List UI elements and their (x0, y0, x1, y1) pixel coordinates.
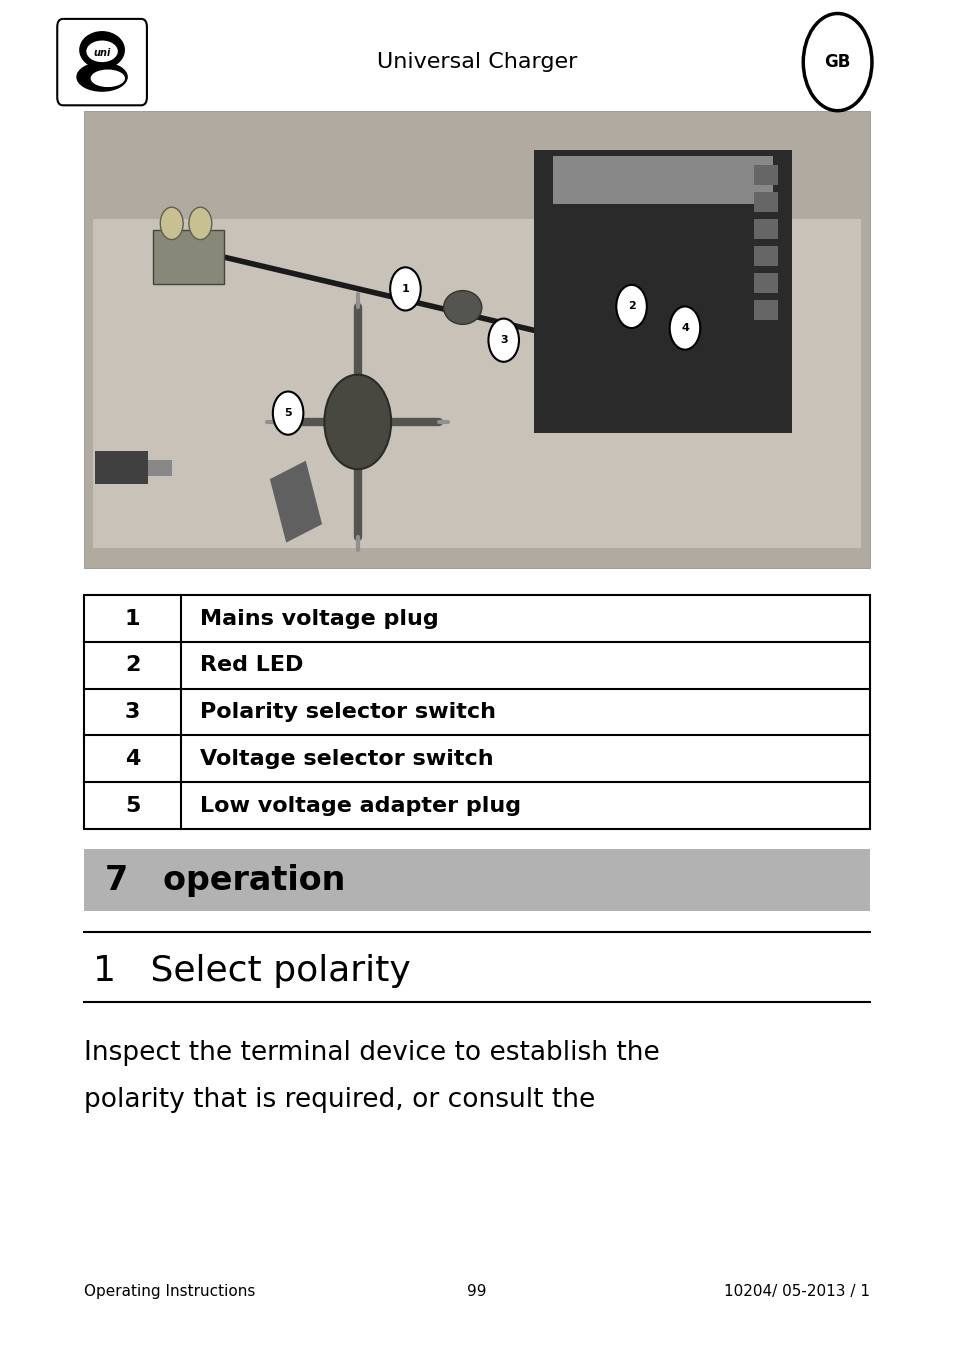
Bar (753, 219, 777, 239)
Bar (753, 165, 777, 185)
Circle shape (669, 306, 700, 350)
Text: uni: uni (93, 47, 111, 58)
Text: Operating Instructions: Operating Instructions (84, 1284, 255, 1300)
Text: 3: 3 (125, 702, 140, 722)
FancyBboxPatch shape (57, 19, 147, 105)
Circle shape (488, 319, 518, 362)
Text: 2: 2 (627, 301, 635, 312)
Bar (95, 451, 148, 483)
Ellipse shape (76, 62, 128, 92)
Text: Voltage selector switch: Voltage selector switch (200, 749, 494, 770)
Circle shape (616, 285, 646, 328)
Text: 1: 1 (401, 284, 409, 294)
Text: 2: 2 (125, 655, 140, 675)
Text: polarity that is required, or consult the: polarity that is required, or consult th… (84, 1087, 595, 1114)
Circle shape (189, 207, 212, 239)
Ellipse shape (79, 31, 125, 69)
Circle shape (390, 267, 420, 310)
Text: 1   Select polarity: 1 Select polarity (93, 953, 411, 988)
Text: 1: 1 (125, 609, 140, 629)
Text: Inspect the terminal device to establish the: Inspect the terminal device to establish… (84, 1040, 659, 1066)
Bar (93, 219, 860, 548)
Text: 99: 99 (467, 1284, 486, 1300)
Text: 7   operation: 7 operation (105, 864, 345, 896)
Circle shape (324, 375, 391, 470)
Bar (753, 246, 777, 266)
Circle shape (160, 207, 183, 239)
Bar (753, 300, 777, 320)
Bar (84, 111, 869, 568)
Ellipse shape (91, 70, 125, 88)
Bar (270, 460, 322, 543)
Text: Polarity selector switch: Polarity selector switch (200, 702, 496, 722)
Circle shape (273, 392, 303, 435)
Ellipse shape (86, 40, 118, 62)
Text: 5: 5 (284, 408, 292, 418)
Bar (553, 157, 772, 204)
Bar (152, 230, 224, 284)
Text: Mains voltage plug: Mains voltage plug (200, 609, 438, 629)
Bar (753, 273, 777, 293)
Text: 10204/ 05-2013 / 1: 10204/ 05-2013 / 1 (723, 1284, 869, 1300)
Text: 4: 4 (125, 749, 140, 770)
Text: Red LED: Red LED (200, 655, 303, 675)
Bar (148, 459, 172, 475)
Text: GB: GB (823, 53, 850, 72)
Ellipse shape (443, 290, 481, 324)
Text: Low voltage adapter plug: Low voltage adapter plug (200, 795, 521, 815)
Text: Universal Charger: Universal Charger (376, 53, 577, 72)
Bar (753, 192, 777, 212)
Bar (534, 150, 791, 433)
Text: 5: 5 (125, 795, 140, 815)
Text: 3: 3 (499, 335, 507, 346)
Bar (84, 849, 869, 911)
Bar (84, 595, 869, 829)
Text: 4: 4 (680, 323, 688, 333)
